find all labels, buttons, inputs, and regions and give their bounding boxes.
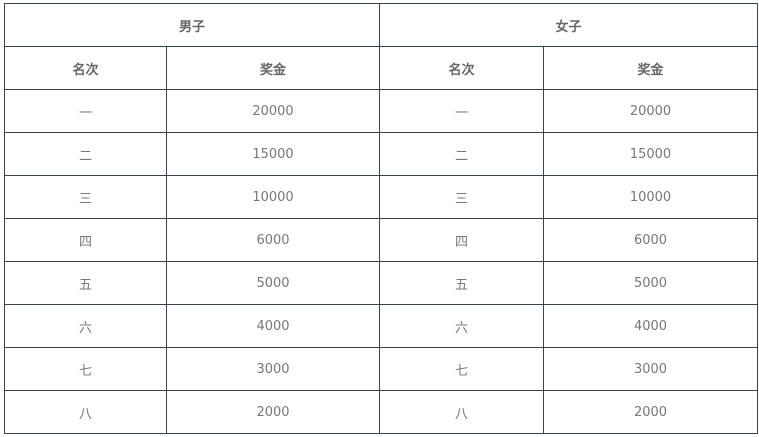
prize-cell: 20000 bbox=[543, 89, 758, 133]
rank-cell: 一 bbox=[379, 89, 544, 133]
prize-cell: 3000 bbox=[166, 347, 380, 391]
prize-cell: 5000 bbox=[166, 261, 380, 305]
rank-cell: 八 bbox=[4, 390, 167, 434]
table-row: 四 6000 四 6000 bbox=[4, 218, 758, 262]
rank-cell: 四 bbox=[4, 218, 167, 262]
prize-cell: 2000 bbox=[543, 390, 758, 434]
rank-cell: 二 bbox=[4, 132, 167, 176]
prize-cell: 20000 bbox=[166, 89, 380, 133]
rank-cell: 三 bbox=[379, 175, 544, 219]
prize-cell: 3000 bbox=[543, 347, 758, 391]
table-row: 一 20000 一 20000 bbox=[4, 89, 758, 133]
prize-cell: 15000 bbox=[543, 132, 758, 176]
prize-cell: 15000 bbox=[166, 132, 380, 176]
prize-table: 男子 女子 名次 奖金 名次 奖金 一 20000 一 20000 二 15000 二 150… bbox=[4, 3, 758, 434]
col-rank: 名次 bbox=[4, 46, 167, 90]
col-rank: 名次 bbox=[379, 46, 544, 90]
rank-cell: 二 bbox=[379, 132, 544, 176]
table-row: 五 5000 五 5000 bbox=[4, 261, 758, 305]
rank-cell: 七 bbox=[379, 347, 544, 391]
prize-cell: 2000 bbox=[166, 390, 380, 434]
rank-cell: 六 bbox=[4, 304, 167, 348]
rank-cell: 三 bbox=[4, 175, 167, 219]
prize-cell: 6000 bbox=[543, 218, 758, 262]
prize-cell: 10000 bbox=[543, 175, 758, 219]
col-prize: 奖金 bbox=[543, 46, 758, 90]
table-row: 六 4000 六 4000 bbox=[4, 304, 758, 348]
prize-cell: 5000 bbox=[543, 261, 758, 305]
rank-cell: 五 bbox=[379, 261, 544, 305]
rank-cell: 八 bbox=[379, 390, 544, 434]
rank-cell: 一 bbox=[4, 89, 167, 133]
group-women: 女子 bbox=[379, 3, 758, 47]
rank-cell: 七 bbox=[4, 347, 167, 391]
prize-cell: 6000 bbox=[166, 218, 380, 262]
rank-cell: 六 bbox=[379, 304, 544, 348]
table-row: 七 3000 七 3000 bbox=[4, 347, 758, 391]
rank-cell: 五 bbox=[4, 261, 167, 305]
group-men: 男子 bbox=[4, 3, 380, 47]
table-row: 三 10000 三 10000 bbox=[4, 175, 758, 219]
prize-cell: 4000 bbox=[543, 304, 758, 348]
group-header-row: 男子 女子 bbox=[4, 3, 758, 47]
table-row: 八 2000 八 2000 bbox=[4, 390, 758, 434]
prize-cell: 4000 bbox=[166, 304, 380, 348]
column-header-row: 名次 奖金 名次 奖金 bbox=[4, 46, 758, 90]
col-prize: 奖金 bbox=[166, 46, 380, 90]
table-row: 二 15000 二 15000 bbox=[4, 132, 758, 176]
rank-cell: 四 bbox=[379, 218, 544, 262]
prize-cell: 10000 bbox=[166, 175, 380, 219]
